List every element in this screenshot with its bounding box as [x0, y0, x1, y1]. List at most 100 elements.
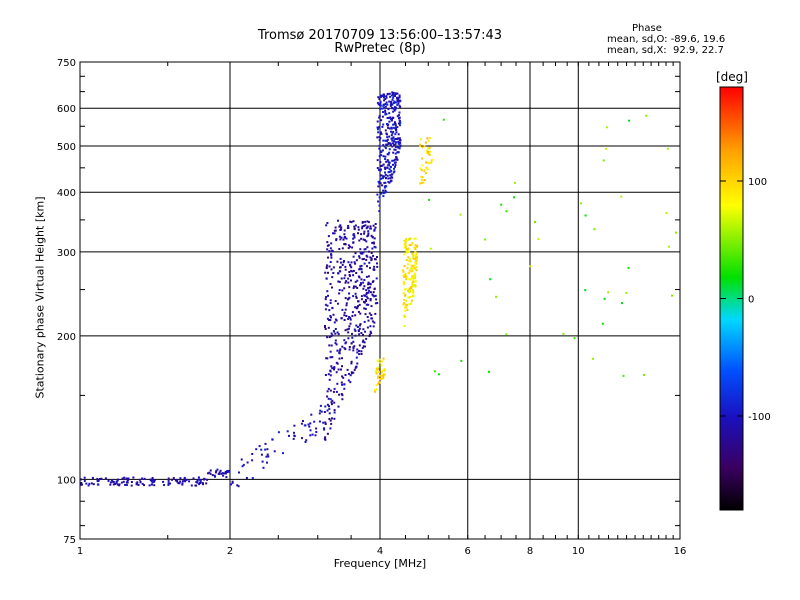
- scatter-point: [379, 131, 382, 134]
- stats-x-mode: mean, sd,X: 92.9, 22.7: [607, 45, 724, 56]
- scatter-point: [378, 116, 381, 119]
- scatter-point: [151, 481, 154, 484]
- scatter-point: [391, 98, 394, 101]
- scatter-point: [397, 133, 400, 136]
- scatter-point: [343, 287, 346, 290]
- scatter-point: [366, 265, 368, 268]
- scatter-point: [330, 335, 333, 338]
- colorbar-tick-label: -100: [748, 412, 771, 423]
- y-tick-label: 600: [57, 104, 76, 115]
- scatter-point: [344, 243, 347, 246]
- scatter-point: [367, 287, 370, 290]
- scatter-point: [389, 116, 392, 119]
- scatter-point: [226, 471, 229, 474]
- y-tick-label: 300: [57, 248, 76, 259]
- scatter-point: [645, 114, 648, 117]
- scatter-point: [365, 337, 368, 340]
- scatter-point: [245, 477, 248, 479]
- scatter-point: [332, 232, 334, 235]
- scatter-point: [407, 289, 409, 292]
- scatter-point: [415, 253, 418, 256]
- scatter-point: [409, 287, 412, 290]
- scatter-point: [408, 303, 411, 306]
- scatter-point: [386, 174, 389, 177]
- scatter-point: [341, 247, 344, 250]
- scatter-point: [326, 390, 329, 393]
- scatter-point: [377, 96, 380, 99]
- scatter-point: [385, 95, 388, 98]
- scatter-point: [251, 459, 254, 462]
- scatter-point: [406, 303, 409, 306]
- scatter-point: [122, 480, 125, 483]
- scatter-point: [347, 224, 350, 227]
- scatter-point: [410, 287, 413, 290]
- scatter-point: [99, 478, 101, 480]
- scatter-point: [266, 448, 269, 451]
- scatter-point: [120, 481, 123, 484]
- scatter-point: [394, 95, 396, 97]
- scatter-point: [392, 93, 394, 95]
- scatter-point: [323, 427, 325, 430]
- scatter-point: [398, 104, 401, 107]
- scatter-point: [330, 254, 333, 257]
- scatter-point: [327, 373, 330, 376]
- scatter-point: [336, 349, 339, 352]
- x-tick-label: 6: [465, 546, 471, 557]
- scatter-point: [383, 369, 386, 372]
- scatter-point: [396, 103, 399, 106]
- scatter-point: [367, 303, 370, 306]
- scatter-point: [358, 303, 361, 306]
- scatter-point: [359, 265, 362, 268]
- scatter-point: [376, 262, 378, 265]
- scatter-point: [413, 246, 416, 249]
- y-tick-label: 200: [57, 332, 76, 343]
- scatter-point: [328, 309, 331, 312]
- scatter-point: [375, 384, 378, 387]
- scatter-point: [369, 291, 372, 294]
- scatter-point: [315, 431, 318, 433]
- scatter-point: [329, 302, 332, 304]
- scatter-point: [150, 478, 153, 481]
- scatter-point: [408, 258, 411, 260]
- scatter-point: [335, 343, 338, 346]
- scatter-point: [394, 108, 397, 111]
- scatter-point: [350, 279, 352, 282]
- scatter-point: [374, 294, 377, 297]
- scatter-point: [222, 474, 225, 477]
- scatter-point: [329, 389, 332, 392]
- scatter-point: [370, 252, 373, 254]
- scatter-point: [366, 326, 369, 329]
- scatter-point: [409, 278, 412, 281]
- scatter-point: [381, 374, 383, 377]
- scatter-point: [362, 339, 365, 342]
- scatter-point: [675, 231, 677, 234]
- scatter-point: [383, 166, 386, 169]
- scatter-point: [425, 172, 427, 175]
- scatter-point: [341, 345, 344, 348]
- scatter-point: [344, 281, 347, 284]
- scatter-point: [373, 321, 376, 324]
- scatter-point: [379, 177, 382, 180]
- scatter-point: [379, 137, 382, 140]
- scatter-point: [347, 318, 350, 320]
- colorbar-tick-label: 100: [748, 177, 767, 188]
- scatter-point: [370, 314, 373, 316]
- scatter-point: [264, 448, 267, 451]
- scatter-point: [324, 303, 327, 306]
- scatter-point: [328, 344, 331, 347]
- scatter-point: [364, 345, 366, 348]
- scatter-point: [380, 132, 383, 135]
- scatter-point: [394, 145, 397, 148]
- x-tick-label: 4: [377, 546, 383, 557]
- scatter-point: [327, 235, 330, 238]
- scatter-point: [395, 156, 398, 159]
- scatter-point: [265, 455, 268, 458]
- scatter-point: [368, 289, 371, 292]
- scatter-point: [404, 287, 407, 290]
- scatter-point: [326, 248, 329, 251]
- scatter-point: [378, 210, 381, 213]
- scatter-point: [419, 182, 422, 185]
- scatter-point: [358, 256, 361, 259]
- scatter-point: [433, 370, 436, 373]
- scatter-point: [387, 163, 390, 166]
